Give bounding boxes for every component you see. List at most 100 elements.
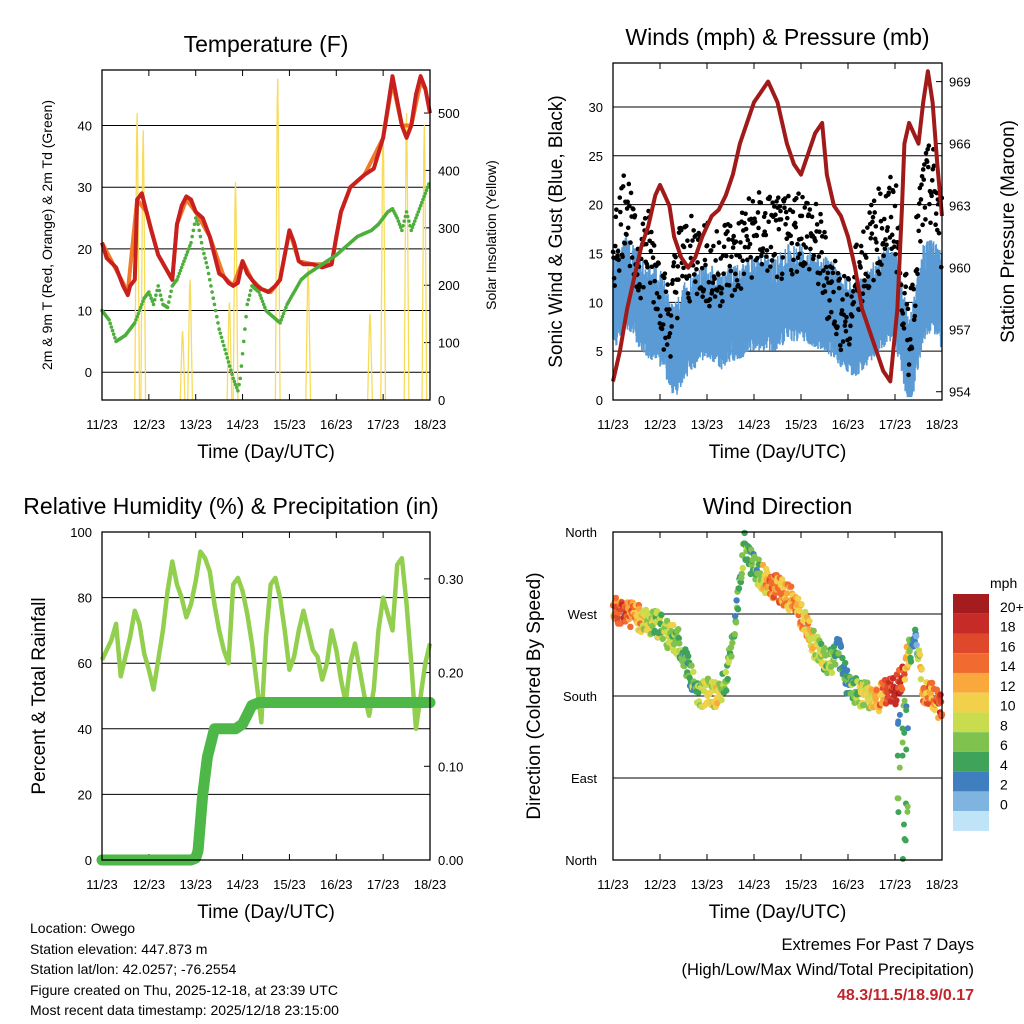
gust-point: [830, 265, 835, 271]
dewpoint-point: [239, 364, 244, 368]
gust-point: [851, 299, 857, 305]
gust-point: [793, 224, 799, 230]
dir-xtick-label: 11/23: [597, 877, 629, 892]
gust-point: [859, 250, 865, 255]
gust-point: [858, 265, 863, 270]
direction-point: [839, 654, 846, 662]
gust-point: [914, 267, 920, 272]
dewpoint-point: [215, 314, 219, 319]
wind-ytick-right-label: 954: [949, 385, 971, 400]
gust-point: [925, 164, 931, 170]
dewpoint-point: [263, 305, 267, 310]
dewpoint-point: [110, 328, 115, 333]
direction-point: [663, 617, 671, 625]
dewpoint-point: [227, 364, 232, 368]
direction-point: [718, 696, 725, 704]
pressure-line: [611, 69, 944, 384]
gust-point: [828, 309, 834, 315]
gust-point: [929, 178, 935, 183]
gust-point: [887, 185, 892, 191]
rh-ylabel: Percent & Total Rainfall: [29, 597, 50, 794]
wind-ytick-right-label: 957: [949, 323, 971, 338]
gust-point: [631, 206, 636, 212]
dewpoint-point: [234, 385, 239, 390]
temp-xtick-label: 12/23: [133, 417, 166, 432]
gust-point: [740, 258, 746, 263]
rh-ytick-right-label: 0.20: [438, 666, 463, 681]
direction-point: [832, 661, 839, 668]
gust-point: [835, 324, 840, 330]
gust-point: [874, 247, 880, 253]
dewpoint-point: [168, 294, 172, 299]
dewpoint-point: [246, 297, 251, 302]
dewpoint-point: [193, 216, 198, 220]
gust-point: [636, 287, 641, 293]
gust-point: [817, 229, 822, 235]
dewpoint-point: [199, 240, 204, 245]
legend-swatch: [953, 811, 989, 831]
dewpoint-point: [189, 240, 193, 245]
dewpoint-point: [238, 376, 243, 381]
dir-ylabel: Direction (Colored By Speed): [524, 572, 545, 819]
gust-point: [891, 189, 896, 195]
direction-point: [627, 623, 634, 631]
gust-point: [641, 284, 646, 290]
direction-point: [925, 700, 932, 707]
gust-point: [756, 225, 761, 231]
gust-point: [721, 271, 726, 277]
direction-point: [896, 711, 903, 718]
gust-point: [885, 225, 890, 230]
dewpoint-point: [135, 314, 139, 319]
gust-point: [713, 258, 718, 263]
gust-point: [703, 262, 708, 268]
gust-point: [822, 289, 828, 294]
gust-point: [738, 286, 744, 291]
gust-point: [804, 234, 810, 239]
direction-point: [649, 622, 656, 630]
gust-point: [719, 286, 725, 291]
dewpoint-point: [169, 289, 173, 294]
dewpoint-point: [151, 302, 156, 307]
dewpoint-point: [229, 368, 233, 372]
direction-point: [695, 689, 702, 696]
dewpoint-point: [186, 247, 191, 251]
gust-point: [654, 291, 660, 296]
direction-point: [741, 529, 748, 537]
gust-point: [854, 242, 859, 248]
gust-point: [671, 260, 677, 265]
direction-point: [901, 671, 908, 678]
dewpoint-point: [260, 299, 265, 304]
gust-point: [712, 276, 717, 282]
gust-point: [792, 220, 798, 226]
direction-point: [796, 607, 803, 614]
legend-swatch: [953, 732, 989, 752]
gust-point: [687, 298, 693, 304]
dewpoint-point: [282, 308, 287, 313]
temp-ylabel: 2m & 9m T (Red, Orange) & 2m Td (Green): [39, 100, 55, 370]
gust-point: [786, 193, 791, 199]
direction-point: [723, 687, 730, 694]
gust-point: [884, 242, 889, 248]
gust-point: [730, 245, 736, 250]
rh-ytick-label: 100: [70, 525, 92, 540]
direction-point: [837, 643, 845, 650]
direction-point: [872, 695, 879, 703]
extremes-title: Extremes For Past 7 Days: [781, 936, 974, 954]
dewpoint-point: [212, 302, 217, 307]
gust-point: [716, 272, 721, 277]
direction-point: [898, 685, 906, 693]
dewpoint-point: [404, 210, 409, 214]
dewpoint-point: [156, 284, 161, 288]
gust-point: [868, 235, 874, 241]
gust-point: [790, 271, 795, 277]
gust-point: [651, 300, 656, 305]
gust-point: [871, 277, 876, 283]
gust-point: [727, 263, 733, 269]
dewpoint-point: [218, 331, 223, 335]
gust-point: [626, 181, 632, 187]
latlon-text: Station lat/lon: 42.0257; -76.2554: [30, 961, 237, 977]
dewpoint-point: [240, 351, 245, 356]
gust-point: [755, 210, 761, 215]
gust-point: [872, 210, 877, 215]
gust-point: [640, 221, 646, 227]
